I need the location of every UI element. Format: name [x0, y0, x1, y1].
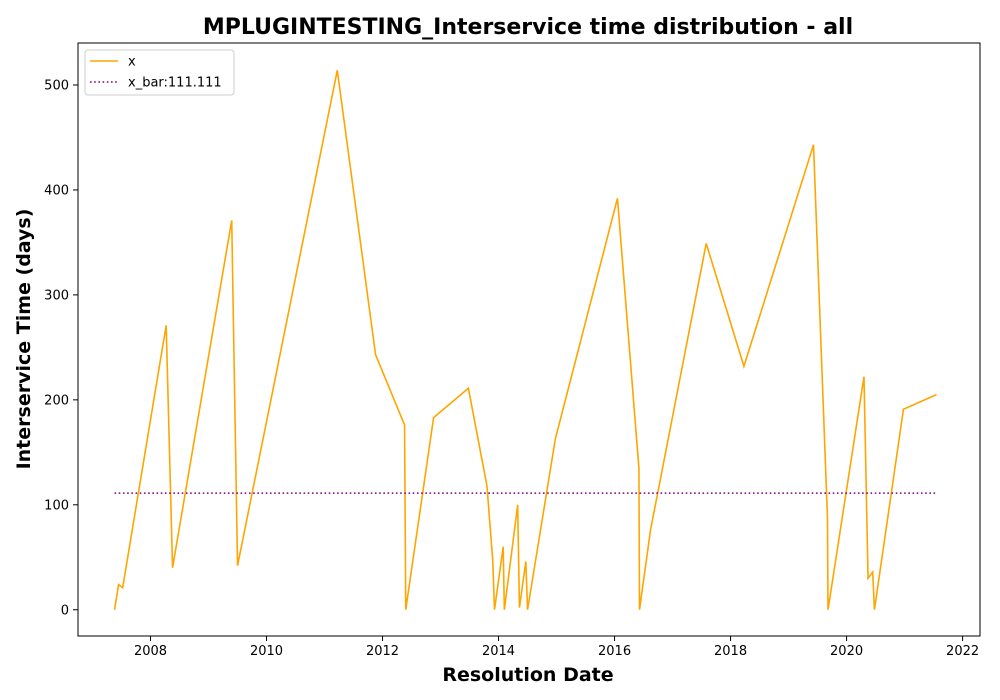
- x-tick-label: 2012: [366, 644, 399, 659]
- chart-title: MPLUGINTESTING_Interservice time distrib…: [203, 15, 853, 40]
- y-tick-label: 400: [44, 183, 69, 198]
- x-tick-label: 2018: [714, 644, 747, 659]
- y-tick-label: 500: [44, 78, 69, 93]
- x-tick-label: 2020: [830, 644, 863, 659]
- y-tick-label: 100: [44, 498, 69, 513]
- y-axis-label: Interservice Time (days): [13, 209, 35, 470]
- x-tick-label: 2016: [598, 644, 631, 659]
- plot-area: [113, 70, 937, 610]
- plot-frame: [77, 42, 981, 637]
- y-tick-label: 0: [61, 603, 69, 618]
- series-x-line: [113, 70, 937, 610]
- legend: x x_bar:111.111: [84, 49, 235, 96]
- legend-label: x: [128, 55, 136, 70]
- legend-box: [84, 49, 235, 96]
- y-axis: 0 100 200 300 400 500: [44, 78, 78, 618]
- x-axis: 2008 2010 2012 2014 2016 2018 2020 2022: [134, 636, 979, 659]
- x-tick-label: 2008: [134, 644, 167, 659]
- x-axis-label: Resolution Date: [442, 664, 613, 686]
- x-tick-label: 2022: [946, 644, 979, 659]
- legend-label: x_bar:111.111: [128, 76, 222, 91]
- y-tick-label: 200: [44, 393, 69, 408]
- y-tick-label: 300: [44, 288, 69, 303]
- x-tick-label: 2014: [482, 644, 515, 659]
- x-tick-label: 2010: [250, 644, 283, 659]
